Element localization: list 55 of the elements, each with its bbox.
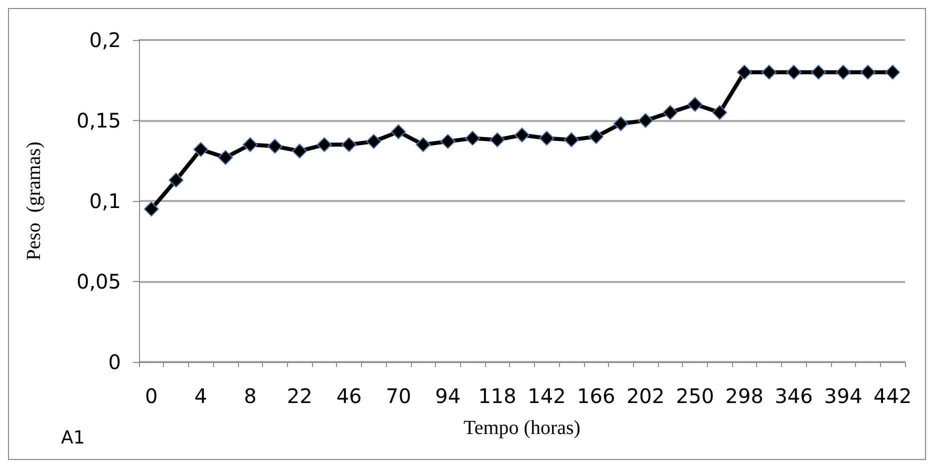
point: [144, 202, 159, 217]
point: [465, 130, 480, 146]
point: [588, 129, 604, 144]
point: [440, 134, 456, 149]
x-tick-label: 202: [626, 384, 665, 408]
point: [218, 150, 233, 166]
x-tick-label: 394: [824, 384, 862, 408]
point: [662, 104, 678, 120]
x-tick-label: 142: [528, 384, 566, 408]
x-tick-label: 70: [386, 384, 412, 408]
point: [811, 64, 826, 80]
y-tick-label: 0,1: [89, 189, 121, 213]
point: [390, 124, 406, 140]
point: [416, 137, 431, 152]
x-axis-title: Tempo (horas): [464, 417, 580, 439]
point: [860, 64, 876, 80]
text: A1: [61, 428, 85, 448]
point: [687, 96, 702, 112]
point: [342, 137, 357, 152]
point: [267, 138, 282, 154]
point: [193, 142, 208, 157]
y-axis-title: Peso (gramas): [23, 142, 45, 260]
x-tick-label: 298: [725, 384, 764, 408]
point: [786, 64, 802, 80]
point: [168, 172, 184, 188]
point: [564, 132, 579, 148]
x-tick-label: 94: [435, 384, 461, 408]
point: [539, 130, 554, 146]
point: [836, 64, 851, 80]
point: [366, 134, 382, 149]
x-tick-label: 166: [577, 384, 616, 408]
y-tick-label: 0: [108, 350, 121, 374]
point: [292, 144, 308, 159]
point: [613, 116, 628, 132]
x-tick-label: 118: [478, 384, 516, 408]
point: [712, 104, 728, 120]
point: [490, 132, 505, 148]
x-tick-label: 8: [244, 384, 257, 408]
x-tick-label: 250: [676, 384, 714, 408]
point: [514, 127, 530, 142]
x-tick-label: 46: [336, 384, 362, 408]
point: [242, 137, 258, 152]
x-tick-label: 22: [286, 384, 312, 408]
point: [638, 113, 654, 128]
x-tick-label: 346: [774, 384, 813, 408]
point: [736, 64, 752, 80]
point: [762, 64, 777, 80]
point: [885, 64, 900, 80]
x-tick-label: 4: [194, 384, 208, 408]
point: [316, 137, 332, 152]
y-tick-label: 0,05: [76, 270, 121, 294]
x-tick-label: 0: [144, 384, 158, 408]
y-tick-label: 0,2: [89, 28, 121, 52]
x-tick-label: 442: [874, 384, 912, 408]
y-tick-label: 0,15: [76, 108, 121, 132]
